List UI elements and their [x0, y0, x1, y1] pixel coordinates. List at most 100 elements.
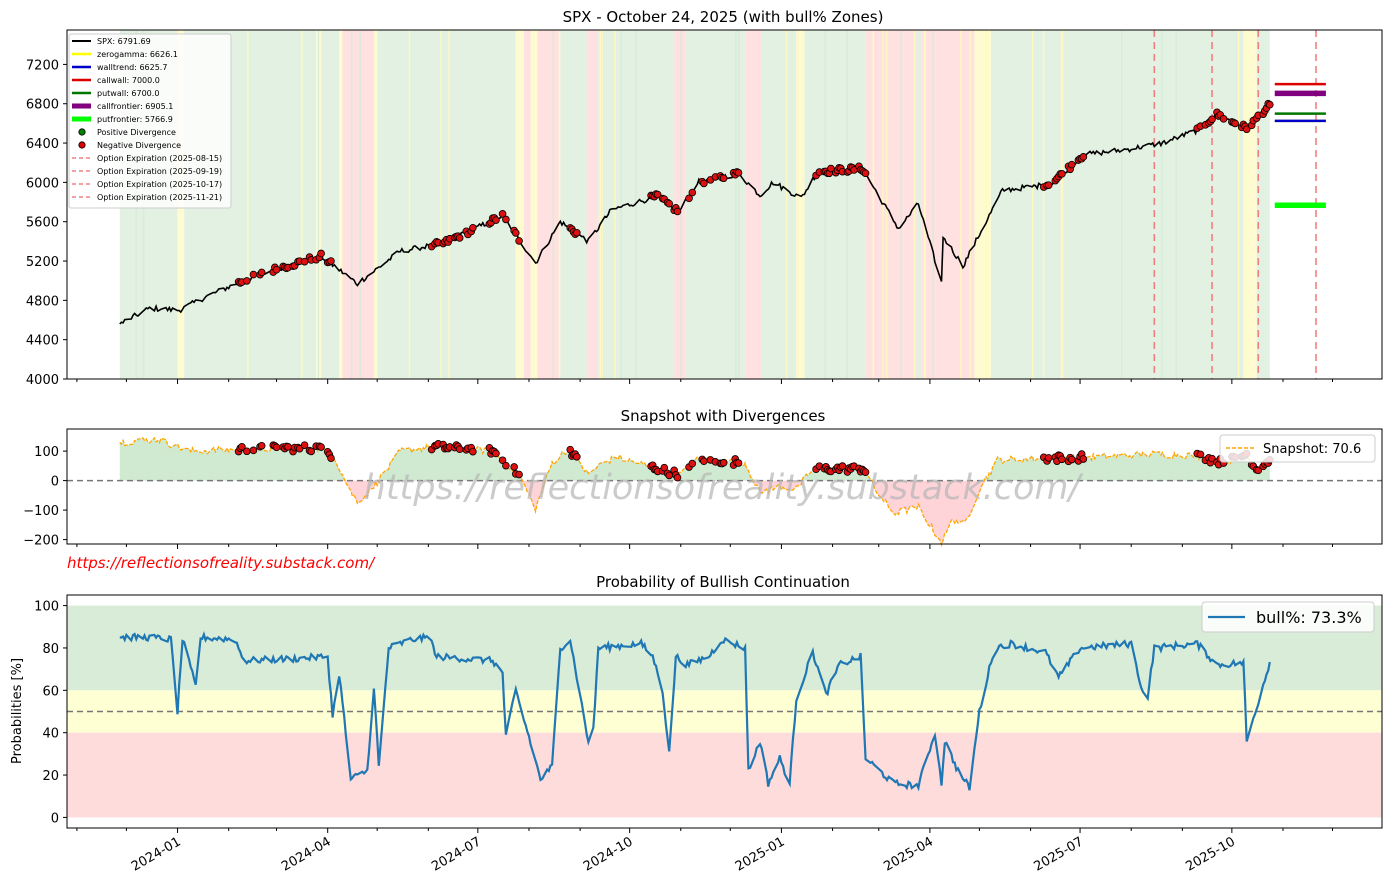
bull-y-tick-label: 40: [42, 727, 59, 742]
bull-zone-yellow: [339, 30, 343, 379]
snapshot-divergence-marker: [455, 445, 464, 454]
snapshot-legend: Snapshot: 70.6: [1219, 434, 1376, 463]
bull-zone-red: [865, 30, 917, 379]
snapshot-divergence-marker: [502, 461, 510, 470]
snapshot-divergence-marker: [510, 463, 518, 471]
negative-divergence-marker: [1219, 115, 1228, 123]
bull-zone-yellow: [1243, 30, 1257, 379]
probability-bands: [67, 605, 1382, 818]
x-tick-label: 2025-01: [733, 834, 788, 874]
snapshot-y-tick-label: 0: [51, 475, 59, 490]
snapshot-divergence-marker: [660, 463, 669, 472]
snapshot-y-tick-label: −200: [23, 534, 59, 549]
spx-y-tick-label: 4000: [26, 373, 59, 388]
spx-y-tick-label: 6400: [26, 137, 59, 152]
bull-zone-red: [586, 30, 599, 379]
negative-divergence-marker: [469, 223, 477, 232]
snapshot-divergence-marker: [272, 443, 281, 452]
probability-band-yellow: [67, 690, 1382, 733]
legend-swatch-negative-divergence: [78, 141, 86, 149]
x-tick-label: 2025-10: [1183, 834, 1238, 874]
negative-divergence-marker: [327, 257, 335, 265]
negative-divergence-marker: [515, 237, 523, 245]
snapshot-divergence-marker: [469, 447, 477, 456]
snapshot-divergence-marker: [515, 470, 523, 479]
x-tick-label: 2024-10: [581, 834, 636, 874]
bull-zone-red: [674, 30, 686, 379]
negative-divergence-marker: [502, 215, 510, 224]
negative-divergence-marker: [272, 265, 281, 274]
snapshot-divergence-marker: [1254, 466, 1263, 475]
negative-divergence-marker: [249, 270, 258, 279]
bull-plot-frame: [66, 594, 1383, 829]
spx-y-tick-label: 5200: [26, 255, 59, 270]
snapshot-divergence-marker: [257, 441, 266, 450]
spx-y-tick-label: 5600: [26, 216, 59, 231]
bull-zone-green: [321, 30, 340, 379]
x-tick-label: 2024-07: [429, 834, 484, 874]
snapshot-y-axis: −200 −100 0 100: [23, 445, 67, 549]
snapshot-divergence-marker: [1079, 455, 1088, 463]
snapshot-panel: Snapshot with Divergences −200 −100 0 100 h…: [23, 407, 1383, 549]
negative-divergence-marker: [685, 194, 693, 203]
x-tick-label: 2025-07: [1032, 834, 1087, 874]
snapshot-plot-frame: [66, 428, 1383, 545]
spx-y-axis: 4000 4400 4800 5200 5600 6000 6400 6800 7200: [26, 58, 67, 388]
legend-label-expiration-4: Option Expiration (2025-11-21): [97, 193, 222, 202]
negative-divergence-marker: [1231, 119, 1239, 128]
bull-y-tick-label: 100: [34, 600, 59, 615]
spx-legend: SPX: 6791.69 zerogamma: 6626.1 walltrend…: [68, 33, 232, 209]
spx-legend-box: [68, 33, 232, 209]
snapshot-divergence-marker: [243, 447, 251, 456]
bull-y-tick-label: 80: [42, 642, 59, 657]
snapshot-divergence-marker: [719, 458, 728, 467]
bull-zone-green: [377, 30, 516, 379]
bull-zone-green: [990, 30, 1244, 379]
spx-plot-frame: [66, 29, 1383, 380]
bull-zone-yellow: [796, 30, 805, 379]
legend-label-expiration-1: Option Expiration (2025-08-15): [97, 154, 222, 163]
bull-zone-yellow: [373, 30, 378, 379]
negative-divergence-marker: [665, 199, 674, 208]
legend-label-walltrend: walltrend: 6625.7: [97, 63, 167, 72]
negative-divergence-marker: [688, 188, 697, 197]
negative-divergence-marker: [1208, 115, 1216, 124]
negative-divergence-marker: [492, 216, 500, 224]
bull-zone-yellow: [515, 30, 525, 379]
negative-divergence-marker: [700, 179, 708, 188]
snapshot-divergence-marker: [249, 446, 258, 455]
bull-y-tick-label: 0: [51, 811, 59, 826]
legend-label-putfrontier: putfrontier: 5766.9: [97, 115, 173, 124]
spx-title: SPX - October 24, 2025 (with bull% Zones…: [563, 8, 884, 26]
negative-divergence-marker: [455, 234, 464, 242]
legend-label-positive-divergence: Positive Divergence: [97, 128, 176, 137]
snapshot-divergence-marker: [688, 459, 697, 468]
bull-title: Probability of Bullish Continuation: [596, 573, 850, 591]
snapshot-y-tick-label: −100: [23, 504, 59, 519]
snapshot-legend-box: [1219, 434, 1376, 463]
spx-panel: SPX - October 24, 2025 (with bull% Zones…: [26, 8, 1383, 388]
bull-zone-green: [560, 30, 587, 379]
spx-y-tick-label: 4400: [26, 334, 59, 349]
legend-label-expiration-3: Option Expiration (2025-10-17): [97, 180, 222, 189]
snapshot-divergence-marker: [1044, 454, 1053, 462]
bull-zone-red: [524, 30, 531, 379]
spx-bull-zones: [119, 30, 1270, 379]
bull-probability-panel: Probability of Bullish Continuation 0 20 4…: [10, 379, 1383, 875]
bull-y-axis: 0 20 40 60 80 100: [34, 600, 67, 826]
bull-zone-red: [537, 30, 561, 379]
negative-divergence-marker: [1044, 181, 1053, 189]
snapshot-divergence-marker: [861, 468, 870, 476]
source-link: https://reflectionsofreality.substack.co…: [67, 554, 376, 572]
negative-divergence-marker: [573, 228, 581, 237]
snapshot-divergence-marker: [498, 456, 507, 465]
negative-divergence-marker: [734, 168, 743, 177]
negative-divergence-marker: [1079, 153, 1088, 161]
negative-divergence-marker: [1058, 170, 1066, 178]
bull-zone-yellow: [530, 30, 538, 379]
x-tick-label: 2024-01: [129, 834, 184, 874]
bull-zone-red: [921, 30, 975, 379]
bull-y-tick-label: 60: [42, 684, 59, 699]
spx-negative-divergence-markers: [234, 99, 1274, 287]
